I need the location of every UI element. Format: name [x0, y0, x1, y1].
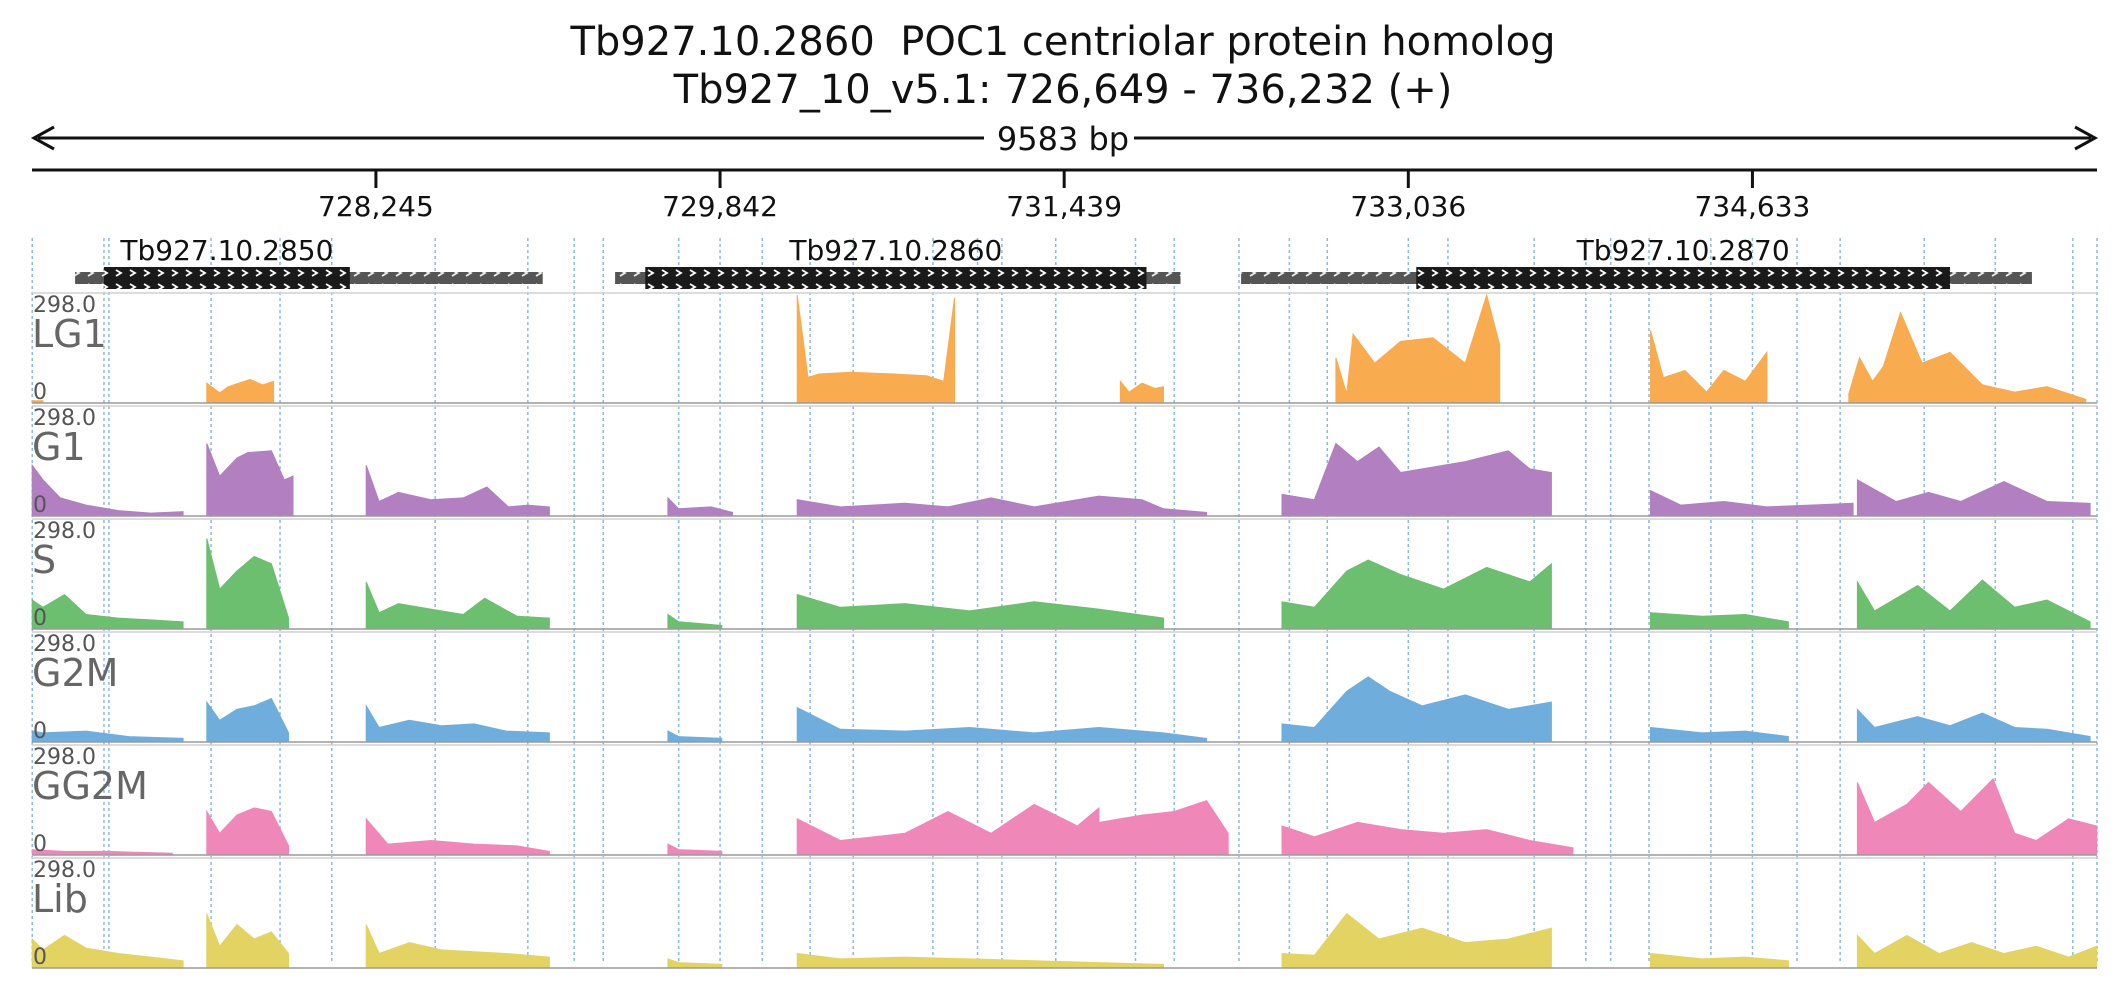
span-arrow-right: [2074, 125, 2099, 151]
coverage-area: [206, 538, 290, 630]
track-ymin-label: 0: [33, 606, 47, 631]
track-ymin-label: 0: [33, 832, 47, 857]
coverage-area: [1856, 478, 2091, 517]
track-ymin-label: 0: [33, 493, 47, 518]
coverage-area: [1856, 934, 2098, 969]
track-lib: 298.0 0 Lib: [31, 857, 2098, 970]
gene: Tb927.10.2870: [1241, 234, 2032, 289]
coverage-area: [365, 924, 550, 969]
coverage-area: [1281, 912, 1552, 969]
coverage-area: [31, 593, 184, 630]
span-label-bg: [984, 118, 1134, 158]
track-ymax-label: 298.0: [33, 519, 96, 544]
gene-cds-arrows: [103, 267, 350, 289]
ruler-tick-label: 733,036: [1350, 190, 1466, 223]
track-ymax-label: 298.0: [33, 293, 96, 318]
coverage-area: [31, 934, 184, 969]
track-name-label: Lib: [32, 877, 88, 921]
track-g1: 298.0 0 G1: [31, 405, 2097, 518]
coverage-area: [1650, 330, 1768, 404]
gene: Tb927.10.2850: [75, 234, 543, 289]
ruler-tick-label: 729,842: [662, 190, 778, 223]
track-ymax-label: 298.0: [33, 406, 96, 431]
coverage-area: [796, 495, 1208, 517]
track-ymax-label: 298.0: [33, 632, 96, 657]
span-label: 9583 bp: [997, 120, 1129, 158]
coverage-area: [796, 706, 1208, 743]
track-name-label: LG1: [32, 312, 107, 356]
coverage-area: [206, 913, 290, 969]
gene-label: Tb927.10.2850: [119, 234, 333, 267]
coverage-area: [1650, 726, 1789, 743]
coverage-area: [1281, 676, 1552, 743]
coverage-area: [1650, 952, 1789, 969]
coverage-area: [1856, 778, 2098, 856]
coverage-area: [365, 703, 550, 743]
coverage-area: [667, 613, 723, 630]
coverage-area: [206, 443, 294, 517]
chart-title: Tb927.10.2860 POC1 centriolar protein ho…: [570, 19, 1556, 65]
track-ymin-label: 0: [33, 719, 47, 744]
coverage-area: [31, 730, 184, 743]
coverage-area: [796, 294, 955, 404]
coverage-area: [667, 496, 733, 517]
coverage-area: [1281, 442, 1552, 517]
gene: Tb927.10.2860: [615, 234, 1181, 289]
track-g2m: 298.0 0 G2M: [31, 631, 2097, 744]
coverage-area: [667, 730, 723, 743]
coverage-area: [1856, 708, 2091, 743]
gridlines: [31, 238, 2098, 962]
coverage-area: [31, 463, 184, 517]
gene-label: Tb927.10.2860: [788, 234, 1002, 267]
track-name-label: S: [32, 538, 56, 582]
coverage-area: [1119, 379, 1164, 404]
title-block: Tb927.10.2860 POC1 centriolar protein ho…: [0, 18, 2126, 114]
coverage-area: [206, 697, 290, 743]
coverage-area: [1650, 489, 1854, 517]
coverage-area: [796, 593, 1164, 630]
coverage-area: [796, 952, 1164, 969]
coverage-area: [667, 843, 723, 856]
track-ymax-label: 298.0: [33, 745, 96, 770]
gene-label: Tb927.10.2870: [1576, 234, 1790, 267]
coverage-area: [365, 581, 550, 630]
coverage-area: [1281, 559, 1552, 630]
gene-cds-arrows: [645, 267, 1147, 289]
track-name-label: G1: [32, 425, 86, 469]
coverage-area: [796, 803, 1100, 856]
coverage-area: [206, 807, 290, 856]
coverage-area: [1856, 579, 2091, 630]
coverage-area: [1848, 310, 2087, 404]
track-gg2m: 298.0 0 GG2M: [31, 744, 2098, 857]
coverage-area: [31, 849, 173, 856]
track-lg1: 298.0 0 LG1: [31, 292, 2097, 405]
track-name-label: GG2M: [32, 764, 148, 808]
coverage-area: [1650, 612, 1789, 630]
track-s: 298.0 0 S: [31, 518, 2097, 631]
coverage-area: [206, 378, 275, 404]
ruler-tick-label: 731,439: [1006, 190, 1122, 223]
coverage-area: [1098, 800, 1229, 856]
span-arrow-left: [30, 125, 55, 151]
coverage-area: [365, 817, 550, 856]
track-name-label: G2M: [32, 651, 118, 695]
coverage-area: [1281, 821, 1574, 856]
gene-cds-arrows: [1416, 267, 1951, 289]
track-ymin-label: 0: [33, 380, 47, 405]
chart-subtitle: Tb927_10_v5.1: 726,649 - 736,232 (+): [673, 67, 1453, 113]
coverage-area: [1335, 293, 1501, 404]
coverage-area: [667, 958, 723, 969]
ruler-tick-label: 728,245: [318, 190, 434, 223]
track-ymin-label: 0: [33, 945, 47, 970]
coverage-area: [365, 465, 550, 517]
track-ymax-label: 298.0: [33, 858, 96, 883]
ruler-tick-label: 734,633: [1695, 190, 1811, 223]
